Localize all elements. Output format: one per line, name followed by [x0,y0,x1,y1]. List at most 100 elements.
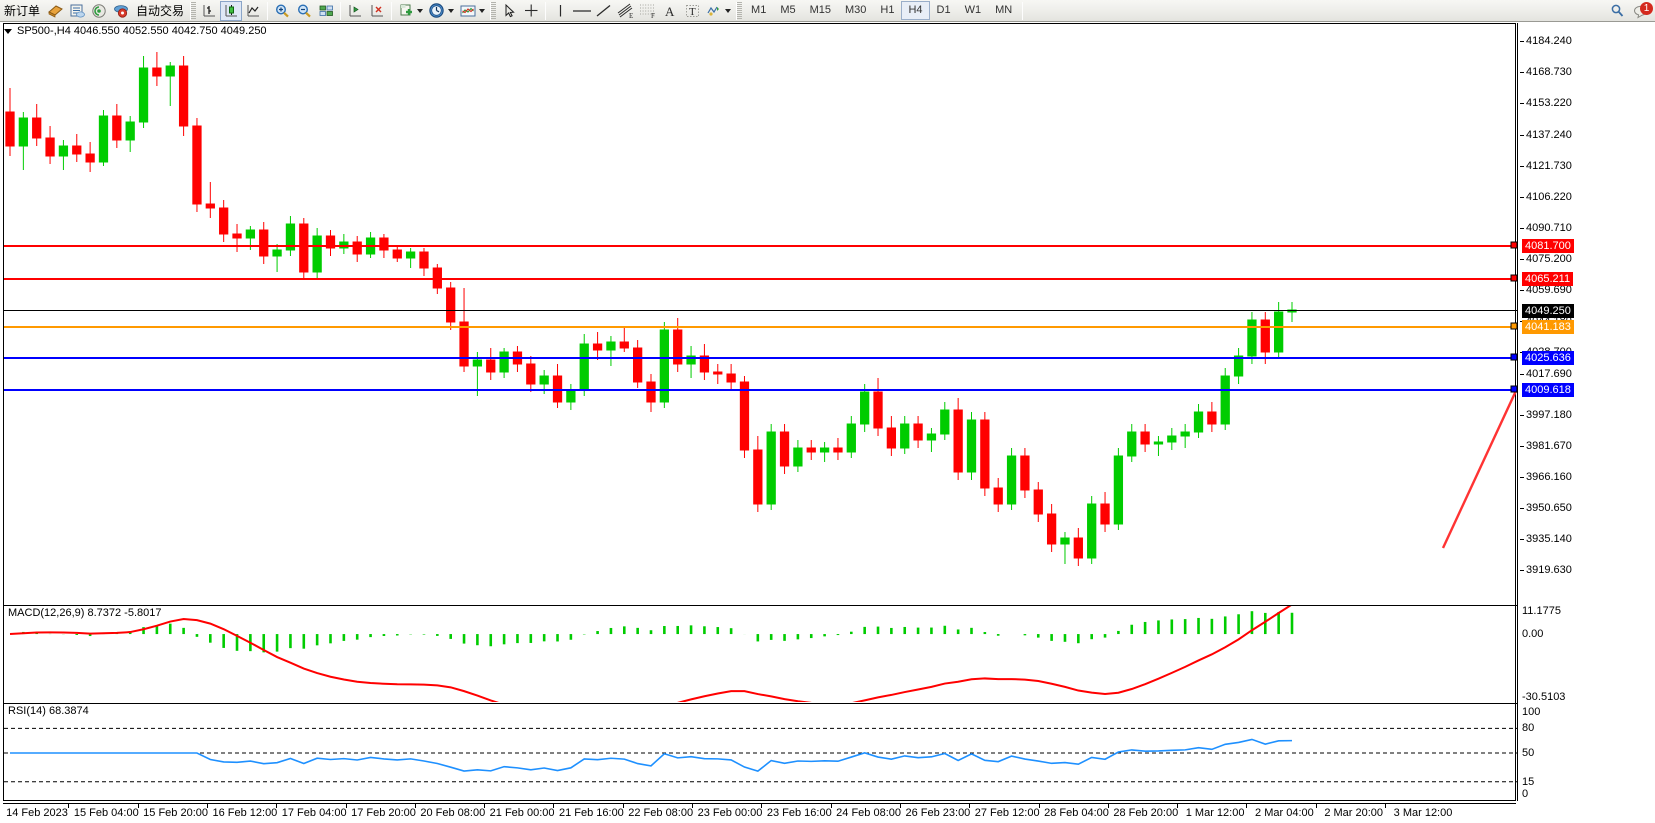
chart-symbol-bar[interactable]: SP500-,H4 4046.550 4052.550 4042.750 404… [4,24,267,38]
time-tick: 3 Mar 12:00 [1393,807,1453,819]
zoom-out-icon[interactable] [293,1,315,21]
time-axis[interactable]: 14 Feb 2023 15 Feb 04:00 15 Feb 20:00 16 Fe… [3,803,1516,823]
toolbar-divider [267,1,269,20]
price-tick: 4153.220 [1520,97,1572,109]
period-dropdown-icon[interactable] [448,8,455,13]
new-order-button[interactable]: 新订单 [4,3,41,18]
toolbar-divider-5 [1022,1,1024,20]
level-line-current-price[interactable] [4,309,1517,311]
timeframe-mn[interactable]: MN [995,4,1013,16]
objects-icon[interactable] [703,1,725,21]
time-tick: 24 Feb 08:00 [836,807,902,819]
time-tick-mark [414,804,416,808]
vertical-line-icon[interactable] [549,1,571,21]
time-tick-mark [761,804,763,808]
timeframe-m5[interactable]: M5 [780,4,796,16]
autoscroll-icon[interactable] [366,1,388,21]
time-tick: 21 Feb 00:00 [489,807,555,819]
time-tick-mark [1385,804,1386,808]
level-line-resistance-1[interactable] [4,244,1517,247]
data-window-icon[interactable] [66,1,88,21]
time-tick: 2 Mar 04:00 [1255,807,1314,819]
level-line-support-1[interactable] [4,356,1517,359]
fibonacci-icon[interactable]: F [637,1,659,21]
rsi-scale-label: 15 [1522,775,1535,788]
time-tick: 15 Feb 04:00 [73,807,139,819]
toolbar-divider-3 [391,1,393,20]
level-handle-resistance-1[interactable] [1510,241,1518,249]
time-tick-mark [969,804,971,808]
equidistant-channel-icon[interactable]: E [615,1,637,21]
price-tick: 3950.650 [1520,502,1572,514]
time-tick-mark [137,804,139,808]
main-toolbar: 新订单 [0,0,1655,22]
time-tick: 26 Feb 23:00 [905,807,971,819]
level-line-resistance-2[interactable] [4,277,1517,280]
objects-dropdown-icon[interactable] [725,8,732,13]
timeframe-m30[interactable]: M30 [845,4,867,16]
horizontal-line-icon[interactable] [571,1,593,21]
level-line-support-2[interactable] [4,388,1517,391]
level-label-entry-level[interactable]: 4041.183 [1522,319,1574,334]
chart-canvas-border [3,23,1516,801]
chart-area[interactable]: SP500-,H4 4046.550 4052.550 4042.750 404… [0,22,1655,823]
rsi-scale-label: 80 [1522,722,1535,735]
price-tick: 4121.730 [1520,160,1572,172]
signal-icon[interactable] [88,1,110,21]
trendline-icon[interactable] [593,1,615,21]
chart-shift-icon[interactable] [344,1,366,21]
search-icon[interactable] [1607,1,1629,21]
time-tick-mark [1315,804,1317,808]
level-label-support-1[interactable]: 4025.636 [1522,350,1574,365]
svg-text:T: T [689,6,696,18]
level-handle-support-1[interactable] [1510,353,1518,361]
price-tick: 3981.670 [1520,440,1572,452]
timeframe-h4[interactable]: H4 [901,1,930,20]
zoom-in-icon[interactable] [271,1,293,21]
bar-chart-icon[interactable] [198,1,220,21]
new-order-icon[interactable] [44,1,66,21]
level-handle-resistance-2[interactable] [1510,274,1518,282]
price-tick: 4017.690 [1520,368,1572,380]
alerts-icon[interactable]: 1 [1629,1,1655,21]
crosshair-icon[interactable] [520,1,542,21]
autotrade-icon[interactable] [110,1,132,21]
macd-plot [9,606,1294,702]
timeframe-w1[interactable]: W1 [964,4,982,16]
cursor-icon[interactable] [498,1,520,21]
time-tick: 1 Mar 12:00 [1185,807,1245,819]
rsi-plot [4,727,1517,783]
price-tick: 3966.160 [1520,471,1572,483]
time-tick-mark [1246,804,1248,808]
period-icon[interactable] [426,1,448,21]
level-handle-support-2[interactable] [1510,385,1518,393]
level-label-support-2[interactable]: 4009.618 [1522,382,1574,397]
timeframe-m15[interactable]: M15 [809,4,831,16]
svg-text:F: F [651,12,655,19]
price-tick: 3919.630 [1520,564,1572,576]
level-handle-entry-level[interactable] [1510,322,1518,330]
tile-windows-icon[interactable] [315,1,337,21]
add-indicator-icon[interactable] [395,1,417,21]
macd-pane-divider [4,605,1517,606]
line-chart-icon[interactable] [242,1,264,21]
chevron-down-icon[interactable] [4,28,12,34]
autotrade-button[interactable]: 自动交易 [136,3,185,18]
level-line-entry-level[interactable] [4,325,1517,328]
text-label-icon[interactable]: A [659,1,681,21]
add-indicator-dropdown-icon[interactable] [417,8,424,13]
timeframe-m1[interactable]: M1 [751,4,767,16]
time-tick: 15 Feb 20:00 [143,807,209,819]
timeframe-d1[interactable]: D1 [936,4,951,16]
text-icon[interactable]: T [681,1,703,21]
templates-icon[interactable] [457,1,479,21]
price-tick: 4168.730 [1520,66,1572,78]
price-tick: 4059.690 [1520,284,1572,296]
timeframe-h1[interactable]: H1 [880,4,895,16]
candlestick-icon[interactable] [220,0,243,21]
level-label-resistance-2[interactable]: 4065.211 [1522,271,1574,286]
level-label-current-price[interactable]: 4049.250 [1522,303,1574,318]
price-axis[interactable]: 4184.240 4168.730 4153.220 4137.240 4121.730… [1517,23,1655,801]
templates-dropdown-icon[interactable] [479,8,486,13]
level-label-resistance-1[interactable]: 4081.700 [1522,238,1574,253]
